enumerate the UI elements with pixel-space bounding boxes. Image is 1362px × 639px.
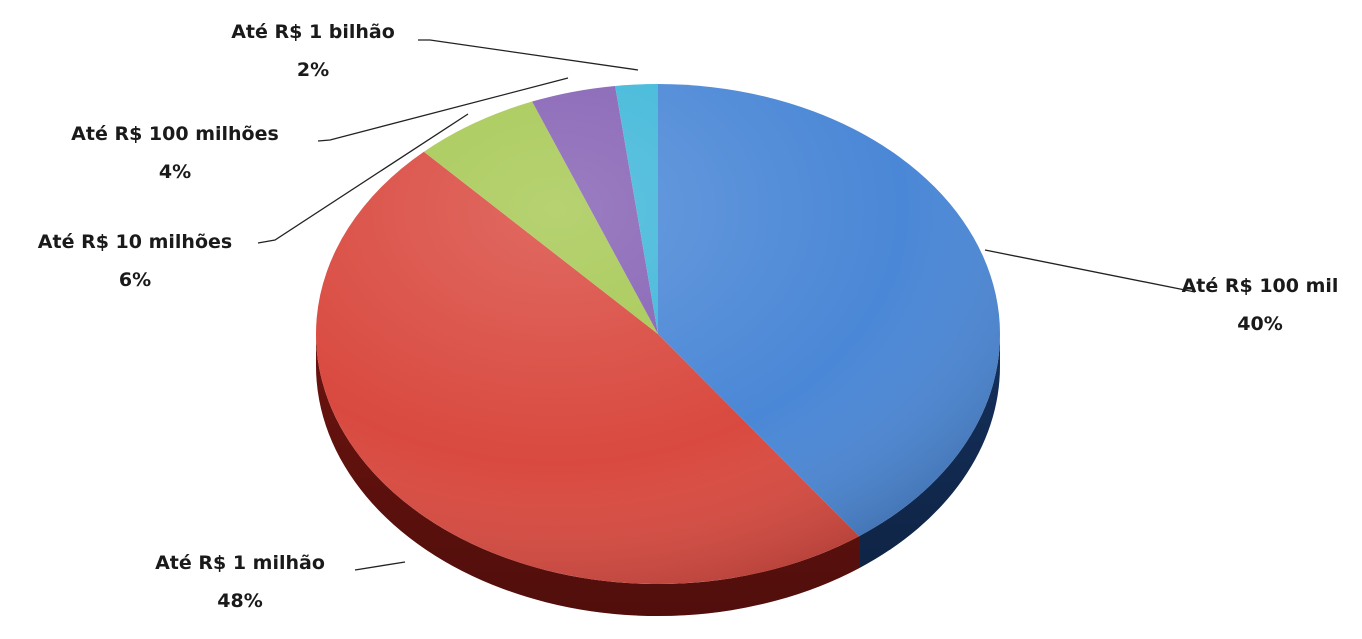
slice-percent-0: 40% [1237,313,1282,335]
slice-percent-2: 6% [119,269,151,291]
leader-line-4 [418,39,639,71]
slice-percent-3: 4% [159,161,191,183]
slice-percent-1: 48% [217,590,262,612]
slice-label-0: Até R$ 100 mil [1182,275,1339,297]
slice-label-3: Até R$ 100 milhões [71,123,279,145]
pie-slices [315,84,1001,585]
slice-label-1: Até R$ 1 milhão [155,552,325,574]
slice-percent-4: 2% [297,59,329,81]
slice-label-4: Até R$ 1 bilhão [231,21,395,43]
leader-lines [257,39,1196,571]
slice-labels: Até R$ 100 mil 40% Até R$ 1 milhão 48% Até R… [38,21,1339,612]
slice-label-2: Até R$ 10 milhões [38,231,232,253]
leader-line-1 [354,561,406,571]
leader-line-0 [984,249,1196,293]
leader-line-3 [317,77,569,142]
leader-line-2 [257,113,469,244]
